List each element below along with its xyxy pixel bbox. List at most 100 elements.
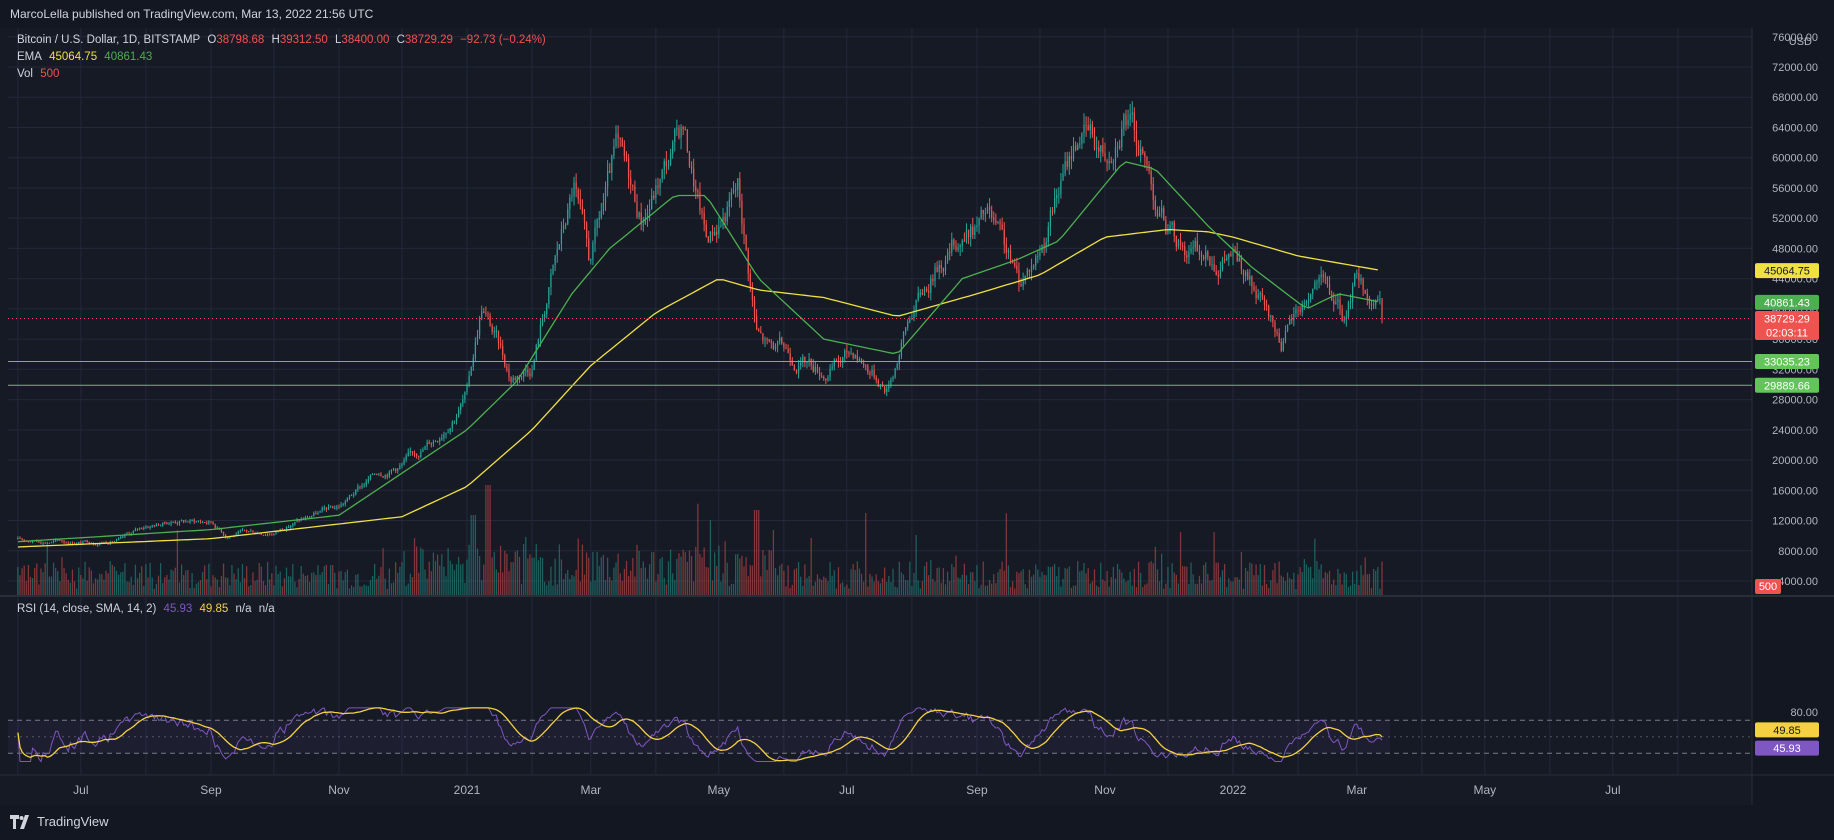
candle-body (1284, 330, 1287, 342)
candle-body (61, 540, 63, 542)
volume-bar (1030, 576, 1033, 595)
candle-body (380, 474, 382, 477)
volume-bar (1370, 587, 1373, 595)
volume-bar (264, 585, 267, 595)
volume-bar (627, 576, 630, 595)
volume-bar (229, 585, 231, 595)
chart-svg[interactable]: 76000.00 72000.00 68000.00 64000.00 60000.00… (0, 28, 1834, 805)
volume-bar (157, 575, 160, 595)
rsi-ma-line[interactable] (17, 707, 1383, 762)
volume-bar (120, 572, 122, 595)
candle-body (529, 373, 531, 377)
volume-bar (447, 548, 449, 595)
volume-bar (449, 560, 451, 595)
volume-bar (932, 578, 934, 595)
volume-bar (751, 565, 754, 595)
chart-area[interactable]: 76000.00 72000.00 68000.00 64000.00 60000.00… (0, 28, 1834, 805)
volume-bar (1156, 569, 1159, 595)
volume-bar (138, 572, 141, 595)
volume-bar (1037, 569, 1039, 595)
candle-body (1070, 156, 1073, 160)
candle-body (285, 527, 288, 531)
volume-bar (1066, 568, 1068, 595)
price-tick-label: 28000.00 (1772, 395, 1818, 407)
candle-body (961, 240, 963, 246)
volume-bar (1263, 565, 1266, 595)
candle-body (57, 539, 59, 541)
volume-bar (642, 561, 644, 595)
volume-bar (174, 567, 176, 595)
candle-body (191, 519, 193, 521)
volume-bar (317, 565, 319, 595)
ema-slow-line[interactable] (17, 228, 1378, 548)
candles[interactable] (17, 101, 1383, 547)
volume-bar (579, 581, 581, 595)
ema-fast-line[interactable] (17, 161, 1378, 543)
candle-body (793, 365, 796, 371)
candle-body (749, 273, 751, 287)
candle-body (296, 519, 298, 522)
volume-bar (231, 564, 233, 595)
volume-bar (703, 547, 705, 595)
candle-body (468, 375, 470, 385)
volume-bar (1171, 563, 1173, 595)
candle-body (1192, 247, 1194, 249)
candle-body (789, 353, 791, 361)
candle-body (189, 520, 191, 523)
volume-bar (774, 568, 777, 595)
volume-bar (143, 585, 145, 595)
candle-body (241, 529, 244, 531)
legend-ema-row[interactable]: EMA 45064.75 40861.43 (17, 49, 156, 66)
volume-bar (214, 577, 216, 595)
volume-bar (1274, 562, 1276, 595)
volume-bar (686, 561, 688, 595)
candle-body (821, 376, 823, 378)
candle-body (751, 286, 754, 301)
volume-bar (250, 585, 252, 595)
volume-bar (842, 582, 844, 595)
candle-body (130, 533, 132, 535)
volume-bar (1127, 580, 1129, 595)
candle-body (974, 227, 976, 235)
volume-bar (63, 567, 65, 595)
volume-bar (1081, 570, 1083, 595)
volume-bar (957, 577, 959, 595)
volume-bar (615, 562, 617, 595)
candle-body (854, 355, 856, 358)
candle-body (353, 494, 355, 496)
candle-body (703, 212, 705, 225)
volume-bar (1165, 583, 1167, 595)
volume-bar (972, 572, 974, 595)
volume-bar (745, 557, 747, 595)
legend-rsi-row[interactable]: RSI (14, close, SMA, 14, 2) 45.93 49.85 … (17, 601, 279, 618)
tradingview-logo[interactable]: TradingView (10, 814, 109, 829)
volume-bar (695, 546, 697, 595)
price-tick-label: 56000.00 (1772, 183, 1818, 195)
candle-body (491, 325, 493, 332)
legend-symbol[interactable]: Bitcoin / U.S. Dollar, 1D, BITSTAMP (17, 34, 201, 46)
volume-bar (581, 544, 584, 595)
candle-body (1356, 273, 1358, 275)
candle-body (1165, 220, 1167, 234)
volume-bar (823, 576, 825, 595)
candle-body (1337, 299, 1339, 302)
legend-vol-row[interactable]: Vol 500 (17, 66, 63, 83)
rsi-line[interactable] (17, 707, 1383, 763)
candle-body (1335, 301, 1337, 305)
volume-bar (495, 569, 498, 595)
candle-body (1177, 239, 1180, 248)
volume-bar (424, 569, 426, 595)
candle-body (1028, 269, 1031, 273)
candle-body (680, 126, 682, 138)
candle-body (1056, 195, 1058, 199)
volume-bar (730, 583, 733, 595)
candle-body (340, 504, 342, 508)
volume-bar (298, 579, 300, 595)
volume-bar (189, 587, 191, 595)
candle-body (38, 541, 40, 543)
candle-body (672, 142, 674, 154)
volume-bar (101, 574, 103, 595)
volume-bar (804, 564, 806, 595)
volume-bar (848, 588, 850, 595)
candle-body (306, 516, 309, 518)
